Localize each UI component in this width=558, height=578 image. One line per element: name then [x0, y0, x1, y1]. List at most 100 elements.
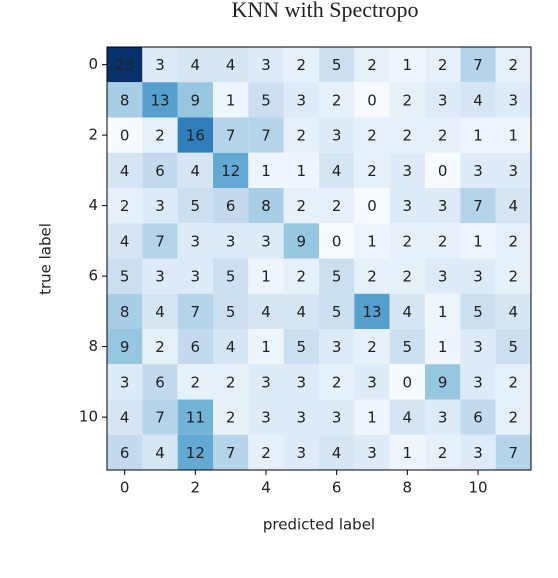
heatmap-cell — [283, 82, 319, 118]
heatmap-cell — [425, 117, 461, 153]
x-tick-label: 0 — [120, 479, 130, 497]
heatmap-cell — [142, 293, 178, 329]
heatmap-cell — [425, 223, 461, 259]
x-tick-label: 8 — [403, 479, 413, 497]
cell-label: 3 — [473, 268, 483, 286]
heatmap-cell — [389, 364, 425, 400]
heatmap-cell — [142, 434, 178, 470]
heatmap-cell — [213, 188, 249, 224]
cell-label: 2 — [367, 56, 377, 74]
cell-label: 1 — [438, 303, 448, 321]
heatmap-cell — [142, 258, 178, 294]
cell-label: 4 — [509, 197, 519, 215]
heatmap-cell — [354, 188, 390, 224]
heatmap-cell — [213, 47, 249, 83]
heatmap-cell — [495, 117, 531, 153]
cell-label: 6 — [191, 338, 201, 356]
chart-title: KNN with Spectropo — [232, 0, 419, 22]
heatmap-cell — [213, 399, 249, 435]
cell-label: 9 — [191, 91, 201, 109]
cell-label: 8 — [261, 197, 271, 215]
heatmap-cell — [248, 82, 284, 118]
heatmap-cell — [283, 399, 319, 435]
heatmap-cell — [389, 258, 425, 294]
cell-label: 7 — [261, 127, 271, 145]
cell-label: 2 — [297, 127, 307, 145]
cell-label: 2 — [332, 373, 342, 391]
cell-label: 2 — [226, 409, 236, 427]
heatmap-cell — [177, 188, 213, 224]
cell-label: 3 — [403, 197, 413, 215]
heatmap-cell — [213, 117, 249, 153]
heatmap-cell — [213, 364, 249, 400]
heatmap-cell — [107, 329, 143, 365]
heatmap-cell — [425, 258, 461, 294]
cell-label: 7 — [155, 409, 165, 427]
cell-label: 7 — [191, 303, 201, 321]
cell-label: 2 — [191, 373, 201, 391]
cell-label: 1 — [261, 162, 271, 180]
heatmap-cell — [495, 329, 531, 365]
cell-label: 4 — [509, 303, 519, 321]
cell-label: 2 — [403, 268, 413, 286]
heatmap-cell — [354, 364, 390, 400]
y-tick-label: 2 — [88, 126, 98, 144]
heatmap-cell — [460, 82, 496, 118]
heatmap-cell — [319, 47, 355, 83]
heatmap-cell — [354, 399, 390, 435]
cell-label: 3 — [297, 373, 307, 391]
cell-label: 4 — [332, 444, 342, 462]
heatmap-cell — [425, 152, 461, 188]
cell-label: 3 — [473, 338, 483, 356]
cell-label: 16 — [186, 127, 205, 145]
cell-label: 5 — [226, 268, 236, 286]
heatmap-cell — [354, 329, 390, 365]
heatmap-cell — [460, 117, 496, 153]
heatmap-cell — [142, 82, 178, 118]
cell-label: 1 — [473, 127, 483, 145]
heatmap-cell — [248, 223, 284, 259]
cell-label: 7 — [473, 56, 483, 74]
heatmap-cell — [248, 329, 284, 365]
cell-label: 2 — [367, 268, 377, 286]
cell-label: 1 — [473, 232, 483, 250]
cell-label: 5 — [332, 56, 342, 74]
heatmap-cell — [389, 47, 425, 83]
cell-label: 4 — [403, 409, 413, 427]
cell-label: 3 — [297, 91, 307, 109]
y-tick-label: 4 — [88, 196, 98, 214]
cell-label: 1 — [261, 338, 271, 356]
heatmap-cell — [319, 329, 355, 365]
cell-label: 2 — [509, 268, 519, 286]
cell-label: 4 — [155, 303, 165, 321]
heatmap-cell — [283, 293, 319, 329]
cell-label: 2 — [297, 56, 307, 74]
cell-label: 2 — [403, 127, 413, 145]
cell-label: 1 — [297, 162, 307, 180]
cell-label: 2 — [155, 338, 165, 356]
heatmap-cell — [460, 329, 496, 365]
cell-label: 3 — [473, 444, 483, 462]
cell-label: 3 — [297, 409, 307, 427]
heatmap-cell — [495, 47, 531, 83]
heatmap-cell — [107, 399, 143, 435]
cell-label: 1 — [403, 56, 413, 74]
cell-label: 9 — [297, 232, 307, 250]
heatmap-cell — [283, 188, 319, 224]
heatmap-cell — [389, 117, 425, 153]
cell-label: 4 — [226, 338, 236, 356]
heatmap-cell — [213, 434, 249, 470]
cell-label: 8 — [120, 91, 130, 109]
cell-label: 3 — [120, 373, 130, 391]
cell-label: 2 — [367, 338, 377, 356]
cell-label: 5 — [191, 197, 201, 215]
heatmap-cell — [142, 188, 178, 224]
cell-label: 5 — [509, 338, 519, 356]
cell-label: 2 — [509, 373, 519, 391]
heatmap-cell — [389, 152, 425, 188]
cell-label: 3 — [155, 56, 165, 74]
cell-label: 7 — [473, 197, 483, 215]
heatmap-cell — [319, 82, 355, 118]
heatmap-cell — [319, 258, 355, 294]
heatmap-cell — [248, 47, 284, 83]
